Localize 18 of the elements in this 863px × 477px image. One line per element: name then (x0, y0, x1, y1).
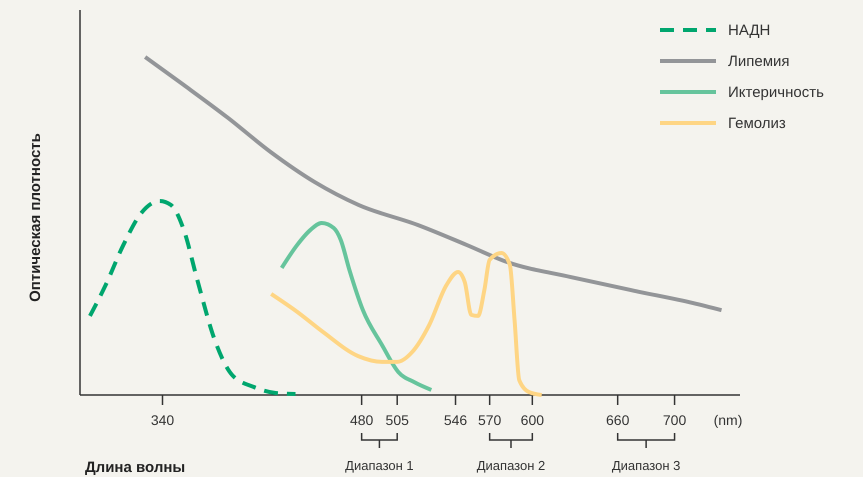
text: (nm) (714, 412, 742, 428)
x-tick-label: 546 (444, 412, 468, 428)
x-tick-label: 570 (478, 412, 502, 428)
legend-label: Гемолиз (728, 115, 786, 132)
legend-label: Липемия (728, 53, 790, 70)
x-tick-label: 505 (386, 412, 410, 428)
text: Диапазон 1 (345, 458, 414, 473)
x-tick-label: 600 (520, 412, 544, 428)
text: Диапазон 2 (476, 458, 546, 473)
x-axis-title: Длина волны (85, 459, 186, 476)
y-axis-title: Оптическая плотность (27, 133, 44, 302)
x-tick-label: 700 (662, 412, 686, 428)
x-tick-label: 340 (150, 412, 174, 428)
legend-label: Иктеричность (728, 84, 824, 101)
legend-label: НАДН (728, 22, 770, 39)
x-tick-label: 480 (350, 412, 374, 428)
x-tick-label: 660 (606, 412, 630, 428)
text: Диапазон 3 (612, 458, 680, 473)
